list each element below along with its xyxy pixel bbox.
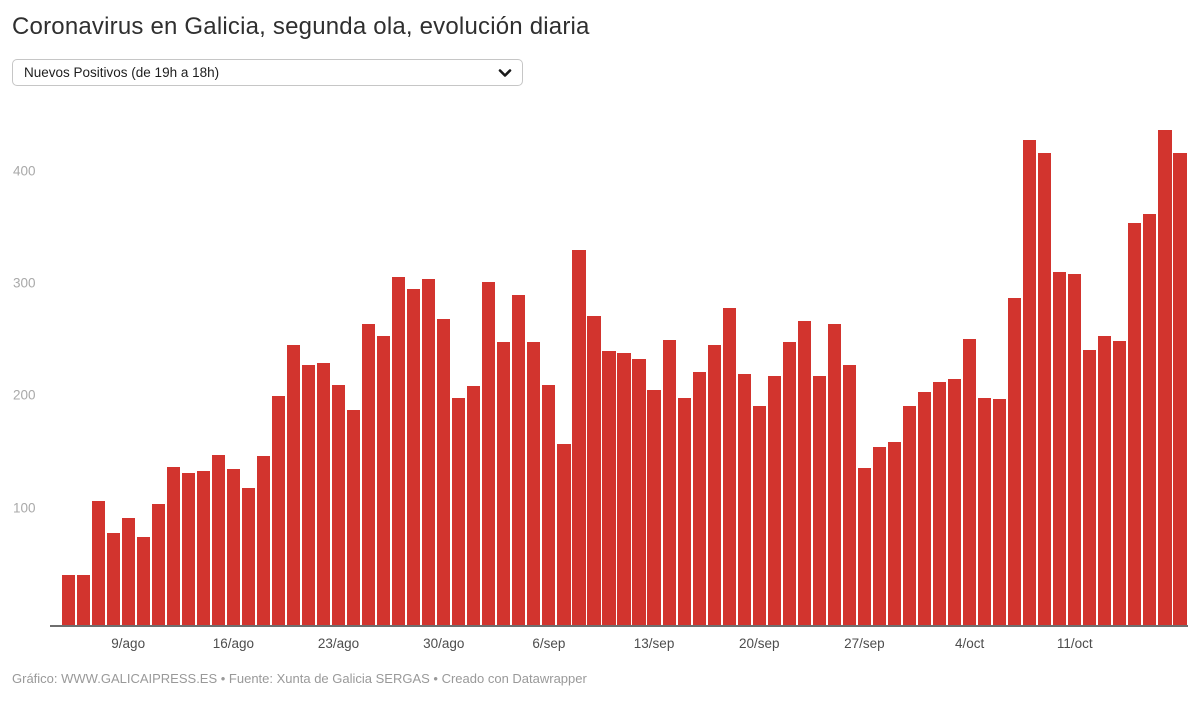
bar [136, 537, 150, 626]
bar [106, 532, 120, 626]
bar [1128, 222, 1142, 626]
bar [947, 378, 962, 626]
bar [572, 249, 586, 626]
bar [151, 503, 165, 626]
bar [1143, 213, 1157, 626]
bar [842, 365, 856, 626]
x-axis-baseline [50, 625, 1188, 627]
metric-select-value: Nuevos Positivos (de 19h a 18h) [24, 65, 220, 80]
bar [91, 501, 105, 626]
bar [166, 466, 180, 626]
bar [181, 473, 195, 626]
bar [978, 398, 992, 626]
bar [226, 468, 240, 626]
bar [963, 338, 977, 626]
bar-chart [0, 115, 1199, 626]
x-axis-label: 4/oct [954, 636, 985, 651]
page-title: Coronavirus en Galicia, segunda ola, evo… [12, 13, 590, 40]
y-axis-label: 300 [13, 275, 36, 291]
bar [497, 341, 511, 626]
bar [1023, 139, 1037, 626]
bar [1158, 129, 1172, 626]
x-axis-label: 27/sep [844, 636, 885, 651]
bar [1038, 153, 1052, 626]
x-axis-label: 13/sep [633, 636, 675, 651]
bar [482, 282, 496, 626]
bar [587, 316, 601, 626]
bar [887, 441, 902, 626]
x-axis-label: 23/ago [317, 636, 360, 651]
bar [812, 375, 826, 626]
bar [392, 276, 406, 626]
footer-credit: Gráfico: WWW.GALICAIPRESS.ES • Fuente: X… [12, 671, 587, 686]
bar [1053, 272, 1067, 626]
bar [1083, 349, 1097, 626]
bar [902, 405, 917, 626]
bar [752, 405, 766, 626]
bar [1113, 340, 1127, 626]
bar [602, 350, 616, 626]
bar [211, 455, 225, 626]
bar [271, 395, 286, 626]
bar [993, 399, 1007, 626]
bar [782, 341, 796, 626]
bar [241, 487, 255, 626]
bar [437, 319, 451, 626]
bar [121, 518, 135, 626]
bar [857, 467, 871, 626]
chevron-down-icon [497, 65, 513, 81]
x-axis-label: 20/sep [738, 636, 780, 651]
x-axis-label: 11/oct [1056, 636, 1093, 651]
metric-select[interactable]: Nuevos Positivos (de 19h a 18h) [12, 59, 523, 86]
bar [917, 392, 932, 626]
bar [1098, 336, 1112, 626]
bar [1068, 274, 1082, 626]
y-axis-label: 400 [13, 163, 36, 179]
bar [346, 410, 361, 626]
bar [301, 365, 316, 626]
bar [331, 384, 346, 626]
bar [1008, 298, 1022, 626]
x-axis-label: 6/sep [532, 636, 566, 651]
bar [286, 345, 301, 626]
bar [692, 372, 706, 626]
bar [422, 278, 436, 626]
y-axis-label: 200 [13, 387, 36, 403]
bar [61, 575, 75, 626]
bar [256, 456, 270, 626]
bar [557, 444, 571, 626]
bar [316, 363, 331, 626]
bar [797, 320, 811, 626]
bar [407, 289, 421, 626]
bar [767, 375, 781, 626]
bar [677, 398, 691, 626]
bar [647, 390, 661, 626]
bar [542, 384, 556, 626]
bar [362, 323, 376, 626]
bar [707, 345, 721, 626]
bar [827, 323, 841, 626]
bar [196, 471, 210, 626]
bar [632, 358, 646, 626]
bar [452, 398, 466, 626]
y-axis-label: 100 [13, 500, 36, 516]
bar [1173, 153, 1187, 626]
bar [467, 385, 481, 626]
bar [617, 353, 631, 626]
bar [872, 447, 887, 626]
bar [512, 294, 526, 626]
bar [737, 374, 751, 626]
bar [662, 339, 676, 626]
bar [932, 382, 947, 626]
bar [377, 336, 391, 626]
bar [76, 575, 90, 626]
bar [527, 341, 541, 626]
bar [722, 308, 736, 626]
x-axis-label: 16/ago [212, 636, 255, 651]
x-axis-label: 30/ago [423, 636, 465, 651]
x-axis-label: 9/ago [111, 636, 146, 651]
